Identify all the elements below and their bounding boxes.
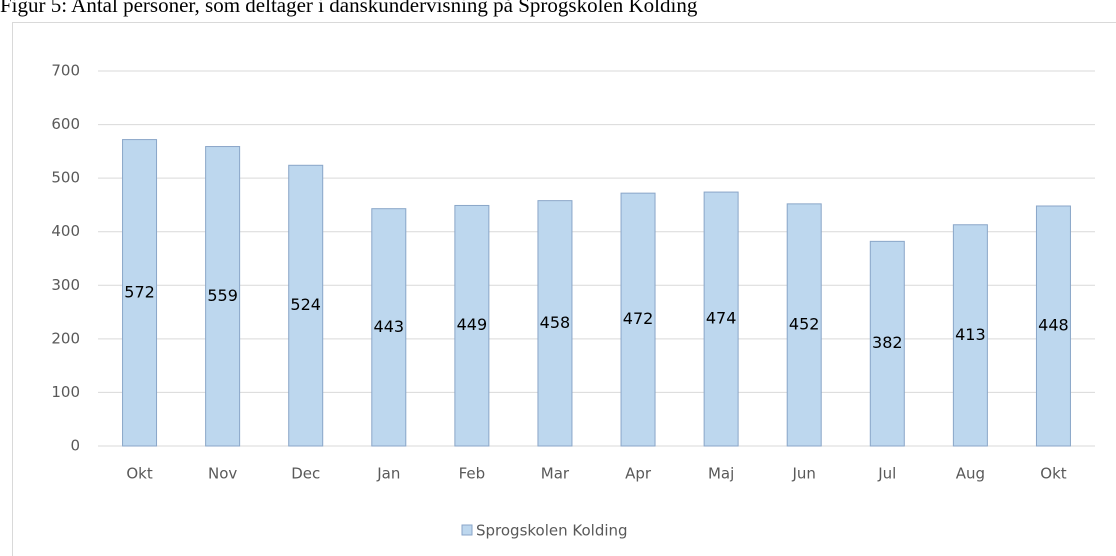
x-tick-label: Feb — [459, 465, 486, 483]
y-tick-label: 600 — [51, 115, 80, 133]
y-tick-label: 500 — [51, 169, 80, 187]
data-label: 448 — [1038, 316, 1069, 335]
data-label: 472 — [623, 309, 654, 328]
bar — [1035, 205, 1071, 447]
bar — [703, 191, 739, 447]
data-label: 452 — [789, 314, 820, 333]
data-label: 449 — [457, 315, 488, 334]
data-label: 572 — [124, 282, 155, 301]
x-tick-label: Maj — [708, 465, 734, 483]
data-label: 382 — [872, 333, 903, 352]
legend-swatch — [461, 524, 473, 536]
chart-title: Figur 5: Antal personer, som deltager i … — [0, 0, 698, 17]
data-label: 413 — [955, 325, 986, 344]
x-tick-label: Aug — [956, 465, 985, 483]
x-tick-label: Okt — [126, 465, 152, 483]
x-tick-label: Jan — [376, 465, 400, 483]
data-label: 458 — [540, 313, 571, 332]
bar — [371, 208, 407, 447]
x-tick-label: Dec — [291, 465, 320, 483]
x-tick-label: Jul — [877, 465, 896, 483]
y-tick-label: 400 — [51, 222, 80, 240]
bar — [620, 192, 656, 447]
x-tick-label: Jun — [791, 465, 815, 483]
bar — [869, 240, 905, 447]
x-tick-label: Mar — [541, 465, 570, 483]
legend-label: Sprogskolen Kolding — [476, 522, 628, 540]
data-label: 474 — [706, 309, 737, 328]
y-tick-label: 0 — [70, 437, 80, 455]
bar — [288, 164, 324, 447]
y-tick-label: 200 — [51, 329, 80, 347]
bar — [952, 224, 988, 447]
bar — [122, 139, 158, 447]
x-tick-label: Apr — [625, 465, 652, 483]
bar — [786, 203, 822, 447]
bar — [537, 200, 573, 447]
data-label: 443 — [374, 317, 405, 336]
y-tick-label: 300 — [51, 276, 80, 294]
y-tick-label: 100 — [51, 383, 80, 401]
data-label: 559 — [207, 286, 238, 305]
bar — [454, 204, 490, 447]
bar — [205, 146, 241, 447]
x-tick-label: Nov — [208, 465, 237, 483]
data-label: 524 — [290, 295, 321, 314]
x-tick-label: Okt — [1040, 465, 1066, 483]
y-tick-label: 700 — [51, 62, 80, 80]
